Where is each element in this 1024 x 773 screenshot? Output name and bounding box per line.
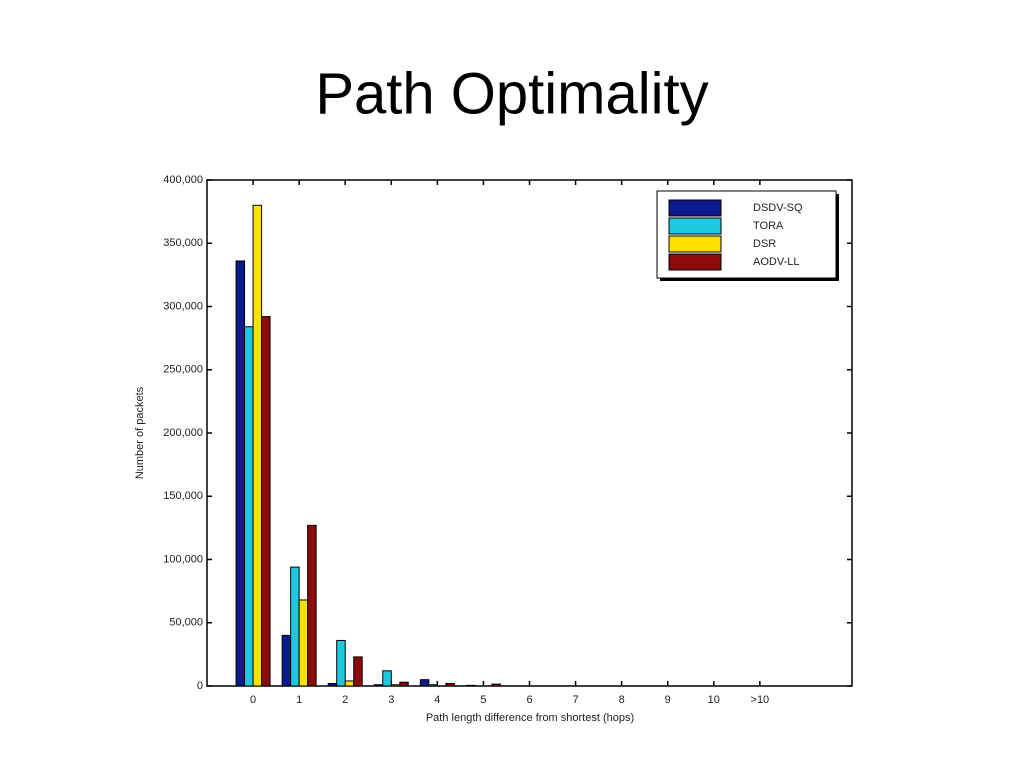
y-tick-label: 200,000 bbox=[163, 427, 203, 439]
x-axis-label: Path length difference from shortest (ho… bbox=[426, 712, 634, 724]
bar bbox=[428, 684, 438, 687]
bar bbox=[298, 599, 309, 687]
bar bbox=[235, 260, 246, 687]
legend-label: TORA bbox=[753, 220, 784, 232]
legend-label: DSDV-SQ bbox=[753, 202, 803, 214]
bar bbox=[307, 524, 317, 687]
bar bbox=[290, 566, 300, 687]
y-tick-label: 100,000 bbox=[163, 553, 203, 565]
x-tick-label: 7 bbox=[573, 694, 579, 706]
legend-swatch bbox=[668, 217, 722, 235]
bar bbox=[327, 682, 338, 687]
bar bbox=[382, 670, 392, 687]
x-tick-label: 5 bbox=[480, 694, 486, 706]
x-tick-label: 0 bbox=[250, 694, 256, 706]
bar bbox=[336, 639, 346, 687]
legend-swatch bbox=[668, 235, 722, 253]
bar bbox=[344, 680, 355, 687]
bar bbox=[373, 684, 384, 687]
x-tick-label: 3 bbox=[388, 694, 394, 706]
legend-swatch bbox=[668, 253, 722, 271]
legend-label: DSR bbox=[753, 238, 776, 250]
bar bbox=[353, 656, 363, 687]
bar bbox=[419, 679, 430, 687]
y-axis-label: Number of packets bbox=[134, 386, 146, 479]
x-tick-label: 10 bbox=[708, 694, 720, 706]
y-tick-label: 0 bbox=[197, 680, 203, 692]
x-tick-label: 4 bbox=[434, 694, 440, 706]
legend-label: AODV-LL bbox=[753, 256, 799, 268]
bar bbox=[465, 684, 476, 687]
y-tick-label: 150,000 bbox=[163, 490, 203, 502]
y-tick-label: 50,000 bbox=[169, 617, 203, 629]
y-tick-label: 300,000 bbox=[163, 300, 203, 312]
bar bbox=[399, 681, 409, 687]
bar bbox=[445, 682, 455, 687]
x-tick-label: >10 bbox=[751, 694, 770, 706]
x-tick-label: 1 bbox=[296, 694, 302, 706]
legend-swatch bbox=[668, 199, 722, 217]
y-tick-label: 400,000 bbox=[163, 174, 203, 186]
bar bbox=[491, 683, 501, 687]
bar bbox=[252, 204, 263, 687]
bar bbox=[261, 316, 271, 687]
x-tick-label: 2 bbox=[342, 694, 348, 706]
x-tick-label: 8 bbox=[619, 694, 625, 706]
x-tick-label: 6 bbox=[526, 694, 532, 706]
y-tick-label: 350,000 bbox=[163, 237, 203, 249]
bar bbox=[244, 326, 254, 687]
bar bbox=[390, 684, 401, 687]
bar bbox=[281, 634, 292, 687]
y-tick-label: 250,000 bbox=[163, 364, 203, 376]
x-tick-label: 9 bbox=[665, 694, 671, 706]
chart-title: Path Optimality bbox=[315, 61, 708, 126]
